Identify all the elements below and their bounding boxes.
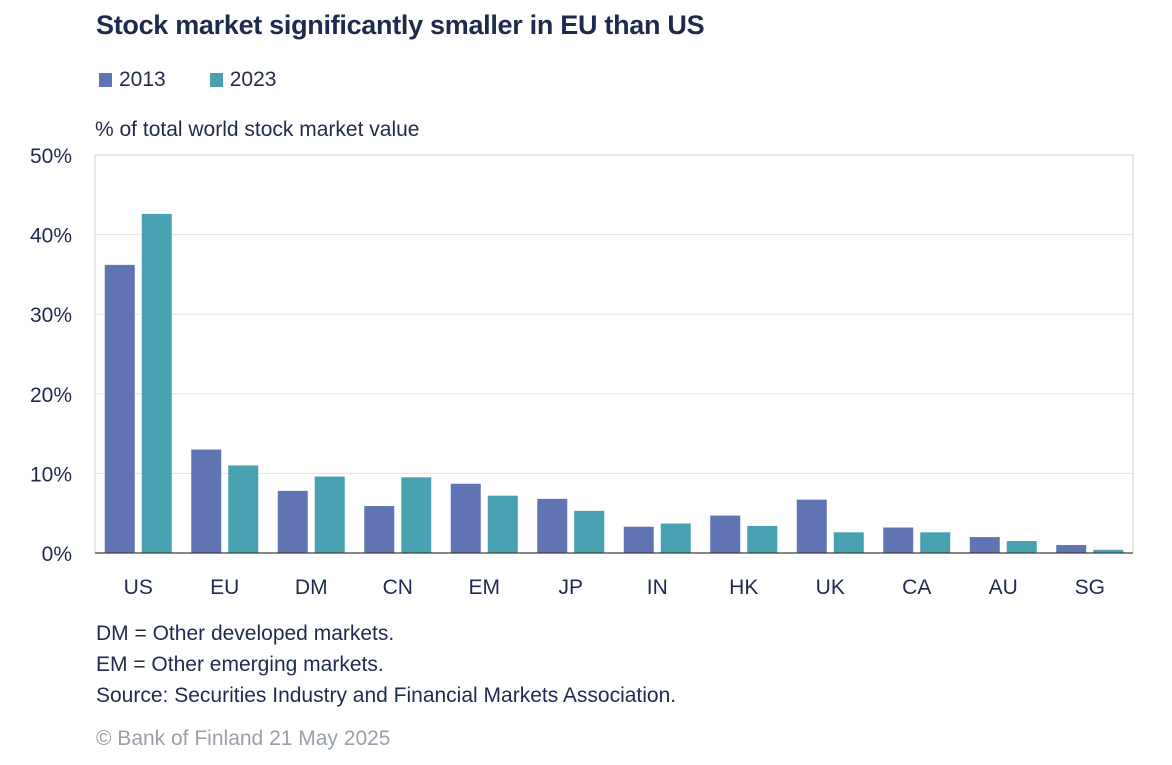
legend-label-2023: 2023: [229, 68, 277, 91]
x-tick-label-uk: UK: [816, 576, 845, 599]
y-tick-label-0: 0%: [42, 543, 72, 566]
note-em: EM = Other emerging markets.: [96, 653, 384, 676]
bar-cn-2023: [401, 477, 432, 553]
x-tick-label-dm: DM: [295, 576, 328, 599]
x-tick-label-cn: CN: [383, 576, 413, 599]
x-tick-label-eu: EU: [210, 576, 239, 599]
copyright: © Bank of Finland 21 May 2025: [96, 727, 391, 750]
bar-in-2023: [660, 523, 691, 553]
bar-ca-2013: [883, 527, 914, 553]
bar-cn-2013: [364, 506, 395, 553]
bar-dm-2013: [277, 490, 308, 553]
note-source: Source: Securities Industry and Financia…: [96, 684, 677, 707]
bar-hk-2023: [747, 525, 778, 553]
bar-au-2013: [969, 537, 1000, 553]
bar-hk-2013: [710, 515, 741, 553]
x-tick-label-in: IN: [647, 576, 668, 599]
y-tick-label-40: 40%: [30, 225, 72, 248]
bar-jp-2013: [537, 498, 568, 553]
chart-notes: DM = Other developed markets. EM = Other…: [96, 618, 676, 711]
bar-uk-2013: [796, 499, 827, 553]
chart-title: Stock market significantly smaller in EU…: [96, 10, 705, 40]
x-tick-label-us: US: [124, 576, 153, 599]
x-tick-label-au: AU: [989, 576, 1018, 599]
bar-jp-2023: [574, 510, 605, 553]
y-axis-label: % of total world stock market value: [95, 118, 420, 141]
bar-us-2013: [104, 264, 135, 553]
x-tick-label-hk: HK: [729, 576, 758, 599]
legend: 2013 2023: [99, 68, 276, 92]
bar-us-2023: [141, 213, 172, 554]
bar-ca-2023: [920, 532, 951, 553]
x-tick-label-jp: JP: [558, 576, 583, 599]
bar-em-2013: [450, 483, 481, 553]
legend-item-2013: 2013: [99, 68, 166, 92]
y-tick-label-20: 20%: [30, 384, 72, 407]
bar-sg-2023: [1093, 549, 1124, 553]
bar-au-2023: [1006, 541, 1037, 553]
x-tick-label-ca: CA: [902, 576, 931, 599]
legend-label-2013: 2013: [119, 68, 166, 91]
bar-em-2023: [487, 495, 518, 553]
bar-sg-2013: [1056, 545, 1087, 553]
note-dm: DM = Other developed markets.: [96, 622, 395, 645]
legend-swatch-2023: [209, 73, 223, 87]
bar-eu-2023: [228, 465, 259, 553]
bar-eu-2013: [191, 449, 222, 553]
legend-item-2023: 2023: [209, 68, 277, 92]
bar-uk-2023: [833, 532, 864, 553]
x-tick-label-sg: SG: [1075, 576, 1105, 599]
y-tick-label-50: 50%: [30, 145, 72, 168]
bar-dm-2023: [314, 476, 345, 553]
y-tick-label-10: 10%: [30, 463, 72, 486]
x-tick-label-em: EM: [469, 576, 501, 599]
legend-swatch-2013: [99, 73, 112, 87]
bar-in-2013: [623, 526, 654, 553]
y-tick-label-30: 30%: [30, 304, 72, 327]
